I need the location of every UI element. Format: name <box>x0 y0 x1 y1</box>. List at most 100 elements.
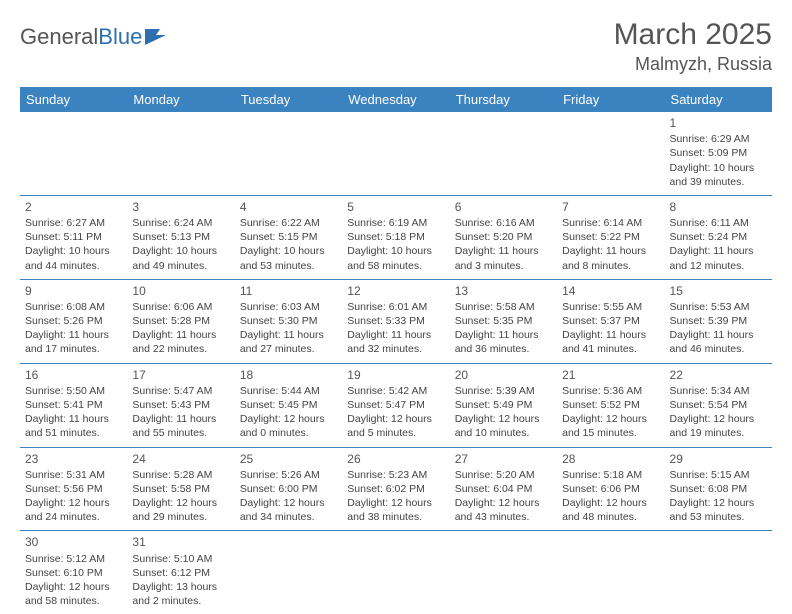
brand-logo: GeneralBlue <box>20 24 170 50</box>
calendar-cell: 25Sunrise: 5:26 AMSunset: 6:00 PMDayligh… <box>235 447 342 531</box>
day-number: 31 <box>132 534 229 550</box>
header: GeneralBlue March 2025 Malmyzh, Russia <box>20 18 772 75</box>
daylight-line: Daylight: 11 hours and 36 minutes. <box>455 328 552 356</box>
calendar-cell: 31Sunrise: 5:10 AMSunset: 6:12 PMDayligh… <box>127 531 234 614</box>
calendar-cell: 9Sunrise: 6:08 AMSunset: 5:26 PMDaylight… <box>20 279 127 363</box>
day-header: Sunday <box>20 87 127 112</box>
sunset-line: Sunset: 5:45 PM <box>240 398 337 412</box>
brand-part1: General <box>20 24 98 50</box>
daylight-line: Daylight: 12 hours and 10 minutes. <box>455 412 552 440</box>
day-number: 16 <box>25 367 122 383</box>
day-number: 5 <box>347 199 444 215</box>
day-header: Thursday <box>450 87 557 112</box>
daylight-line: Daylight: 12 hours and 0 minutes. <box>240 412 337 440</box>
day-number: 28 <box>562 451 659 467</box>
sunset-line: Sunset: 5:11 PM <box>25 230 122 244</box>
sunset-line: Sunset: 5:35 PM <box>455 314 552 328</box>
sunset-line: Sunset: 6:02 PM <box>347 482 444 496</box>
sunset-line: Sunset: 5:09 PM <box>670 146 767 160</box>
calendar-cell: 10Sunrise: 6:06 AMSunset: 5:28 PMDayligh… <box>127 279 234 363</box>
sunrise-line: Sunrise: 6:14 AM <box>562 216 659 230</box>
sunrise-line: Sunrise: 5:18 AM <box>562 468 659 482</box>
sunrise-line: Sunrise: 6:29 AM <box>670 132 767 146</box>
calendar-body: 1Sunrise: 6:29 AMSunset: 5:09 PMDaylight… <box>20 112 772 614</box>
day-number: 11 <box>240 283 337 299</box>
calendar-cell: 3Sunrise: 6:24 AMSunset: 5:13 PMDaylight… <box>127 195 234 279</box>
calendar-cell: 30Sunrise: 5:12 AMSunset: 6:10 PMDayligh… <box>20 531 127 614</box>
location: Malmyzh, Russia <box>614 54 772 75</box>
day-number: 30 <box>25 534 122 550</box>
calendar-cell: 24Sunrise: 5:28 AMSunset: 5:58 PMDayligh… <box>127 447 234 531</box>
sunset-line: Sunset: 5:52 PM <box>562 398 659 412</box>
sunrise-line: Sunrise: 5:53 AM <box>670 300 767 314</box>
daylight-line: Daylight: 12 hours and 43 minutes. <box>455 496 552 524</box>
calendar-cell: 16Sunrise: 5:50 AMSunset: 5:41 PMDayligh… <box>20 363 127 447</box>
day-number: 12 <box>347 283 444 299</box>
calendar-cell: 2Sunrise: 6:27 AMSunset: 5:11 PMDaylight… <box>20 195 127 279</box>
calendar-cell: 14Sunrise: 5:55 AMSunset: 5:37 PMDayligh… <box>557 279 664 363</box>
calendar-cell: 22Sunrise: 5:34 AMSunset: 5:54 PMDayligh… <box>665 363 772 447</box>
sunset-line: Sunset: 5:28 PM <box>132 314 229 328</box>
sunrise-line: Sunrise: 5:12 AM <box>25 552 122 566</box>
day-number: 9 <box>25 283 122 299</box>
sunset-line: Sunset: 5:15 PM <box>240 230 337 244</box>
month-title: March 2025 <box>614 18 772 52</box>
day-number: 4 <box>240 199 337 215</box>
daylight-line: Daylight: 11 hours and 46 minutes. <box>670 328 767 356</box>
calendar-cell <box>127 112 234 195</box>
sunrise-line: Sunrise: 6:22 AM <box>240 216 337 230</box>
sunrise-line: Sunrise: 6:03 AM <box>240 300 337 314</box>
sunrise-line: Sunrise: 5:20 AM <box>455 468 552 482</box>
day-number: 23 <box>25 451 122 467</box>
calendar-cell: 1Sunrise: 6:29 AMSunset: 5:09 PMDaylight… <box>665 112 772 195</box>
day-number: 15 <box>670 283 767 299</box>
daylight-line: Daylight: 10 hours and 49 minutes. <box>132 244 229 272</box>
sunrise-line: Sunrise: 5:10 AM <box>132 552 229 566</box>
day-header: Friday <box>557 87 664 112</box>
sunrise-line: Sunrise: 5:23 AM <box>347 468 444 482</box>
sunrise-line: Sunrise: 5:58 AM <box>455 300 552 314</box>
calendar-cell <box>450 112 557 195</box>
calendar-cell: 19Sunrise: 5:42 AMSunset: 5:47 PMDayligh… <box>342 363 449 447</box>
sunrise-line: Sunrise: 6:11 AM <box>670 216 767 230</box>
sunrise-line: Sunrise: 5:34 AM <box>670 384 767 398</box>
day-number: 14 <box>562 283 659 299</box>
calendar-row: 2Sunrise: 6:27 AMSunset: 5:11 PMDaylight… <box>20 195 772 279</box>
daylight-line: Daylight: 11 hours and 12 minutes. <box>670 244 767 272</box>
day-header: Tuesday <box>235 87 342 112</box>
sunset-line: Sunset: 5:56 PM <box>25 482 122 496</box>
calendar-cell: 5Sunrise: 6:19 AMSunset: 5:18 PMDaylight… <box>342 195 449 279</box>
sunset-line: Sunset: 5:37 PM <box>562 314 659 328</box>
daylight-line: Daylight: 11 hours and 51 minutes. <box>25 412 122 440</box>
daylight-line: Daylight: 12 hours and 5 minutes. <box>347 412 444 440</box>
calendar-cell: 8Sunrise: 6:11 AMSunset: 5:24 PMDaylight… <box>665 195 772 279</box>
sunrise-line: Sunrise: 6:06 AM <box>132 300 229 314</box>
calendar-cell: 7Sunrise: 6:14 AMSunset: 5:22 PMDaylight… <box>557 195 664 279</box>
daylight-line: Daylight: 12 hours and 29 minutes. <box>132 496 229 524</box>
sunrise-line: Sunrise: 6:27 AM <box>25 216 122 230</box>
sunrise-line: Sunrise: 6:01 AM <box>347 300 444 314</box>
day-header: Wednesday <box>342 87 449 112</box>
day-number: 20 <box>455 367 552 383</box>
daylight-line: Daylight: 11 hours and 22 minutes. <box>132 328 229 356</box>
calendar-cell: 23Sunrise: 5:31 AMSunset: 5:56 PMDayligh… <box>20 447 127 531</box>
sunrise-line: Sunrise: 5:15 AM <box>670 468 767 482</box>
sunrise-line: Sunrise: 5:50 AM <box>25 384 122 398</box>
sunrise-line: Sunrise: 5:55 AM <box>562 300 659 314</box>
day-header: Saturday <box>665 87 772 112</box>
calendar-row: 1Sunrise: 6:29 AMSunset: 5:09 PMDaylight… <box>20 112 772 195</box>
sunset-line: Sunset: 5:43 PM <box>132 398 229 412</box>
day-number: 24 <box>132 451 229 467</box>
calendar-cell <box>342 531 449 614</box>
calendar-row: 30Sunrise: 5:12 AMSunset: 6:10 PMDayligh… <box>20 531 772 614</box>
daylight-line: Daylight: 12 hours and 34 minutes. <box>240 496 337 524</box>
calendar-cell: 11Sunrise: 6:03 AMSunset: 5:30 PMDayligh… <box>235 279 342 363</box>
sunrise-line: Sunrise: 5:42 AM <box>347 384 444 398</box>
daylight-line: Daylight: 11 hours and 27 minutes. <box>240 328 337 356</box>
sunrise-line: Sunrise: 6:16 AM <box>455 216 552 230</box>
calendar-cell: 29Sunrise: 5:15 AMSunset: 6:08 PMDayligh… <box>665 447 772 531</box>
calendar-cell: 20Sunrise: 5:39 AMSunset: 5:49 PMDayligh… <box>450 363 557 447</box>
daylight-line: Daylight: 11 hours and 32 minutes. <box>347 328 444 356</box>
calendar-row: 16Sunrise: 5:50 AMSunset: 5:41 PMDayligh… <box>20 363 772 447</box>
sunset-line: Sunset: 5:30 PM <box>240 314 337 328</box>
